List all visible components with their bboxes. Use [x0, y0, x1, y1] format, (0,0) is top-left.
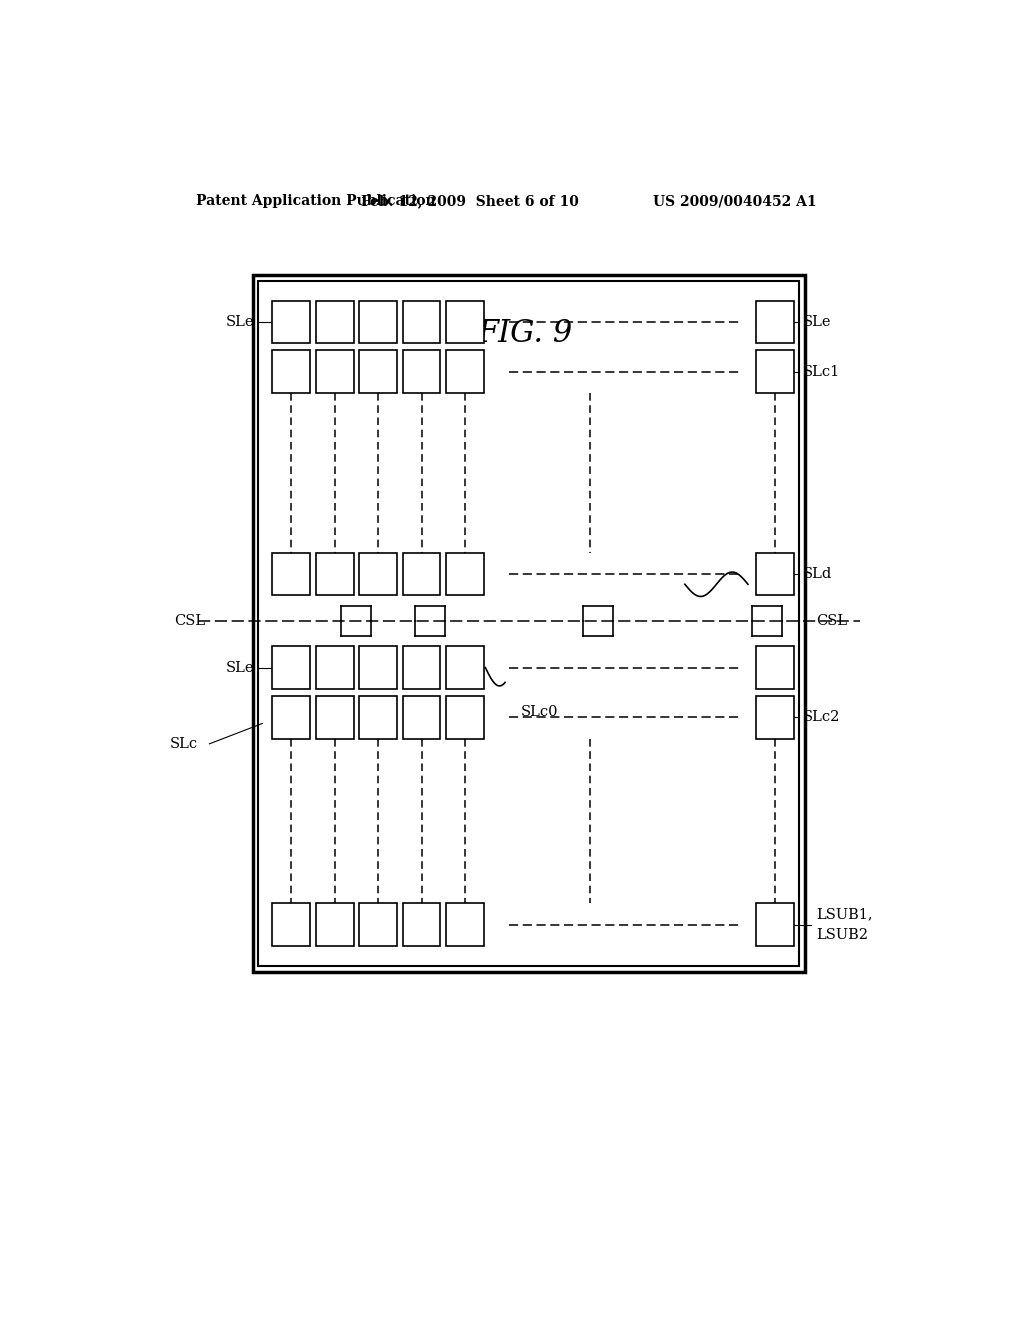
- Bar: [272, 696, 310, 739]
- Bar: [272, 647, 310, 689]
- Bar: [359, 647, 397, 689]
- Bar: [402, 553, 440, 595]
- Bar: [446, 647, 483, 689]
- Bar: [315, 647, 353, 689]
- Text: LSUB2: LSUB2: [816, 928, 868, 942]
- Bar: [315, 696, 353, 739]
- Bar: [359, 301, 397, 343]
- Bar: [446, 696, 483, 739]
- Bar: [756, 696, 794, 739]
- Bar: [272, 301, 310, 343]
- Bar: [756, 553, 794, 595]
- Bar: [272, 553, 310, 595]
- Bar: [359, 903, 397, 946]
- Text: US 2009/0040452 A1: US 2009/0040452 A1: [653, 194, 816, 209]
- Text: SLc: SLc: [169, 737, 198, 751]
- Bar: [756, 903, 794, 946]
- Text: SLe: SLe: [226, 660, 254, 675]
- Text: SLd: SLd: [803, 568, 833, 581]
- Text: SLc1: SLc1: [803, 364, 841, 379]
- Bar: [315, 903, 353, 946]
- Bar: [359, 696, 397, 739]
- Bar: [446, 301, 483, 343]
- Text: CSL: CSL: [816, 614, 848, 628]
- Bar: [272, 351, 310, 393]
- Text: SLc0: SLc0: [521, 705, 558, 719]
- Bar: [756, 351, 794, 393]
- Bar: [359, 351, 397, 393]
- Text: FIG. 9: FIG. 9: [477, 318, 572, 348]
- Bar: [446, 553, 483, 595]
- Text: CSL: CSL: [174, 614, 206, 628]
- Bar: [359, 553, 397, 595]
- Text: Patent Application Publication: Patent Application Publication: [196, 194, 435, 209]
- Bar: [446, 903, 483, 946]
- Bar: [253, 276, 805, 972]
- Bar: [402, 903, 440, 946]
- Bar: [756, 301, 794, 343]
- Bar: [446, 351, 483, 393]
- Bar: [402, 647, 440, 689]
- Bar: [272, 903, 310, 946]
- Bar: [756, 647, 794, 689]
- Bar: [258, 281, 799, 966]
- Text: LSUB1,: LSUB1,: [816, 908, 873, 921]
- Bar: [315, 301, 353, 343]
- Text: SLe: SLe: [226, 315, 254, 329]
- Bar: [315, 351, 353, 393]
- Bar: [402, 301, 440, 343]
- Text: SLe: SLe: [803, 315, 831, 329]
- Bar: [402, 696, 440, 739]
- Text: SLc2: SLc2: [803, 710, 841, 725]
- Bar: [402, 351, 440, 393]
- Bar: [315, 553, 353, 595]
- Text: Feb. 12, 2009  Sheet 6 of 10: Feb. 12, 2009 Sheet 6 of 10: [360, 194, 579, 209]
